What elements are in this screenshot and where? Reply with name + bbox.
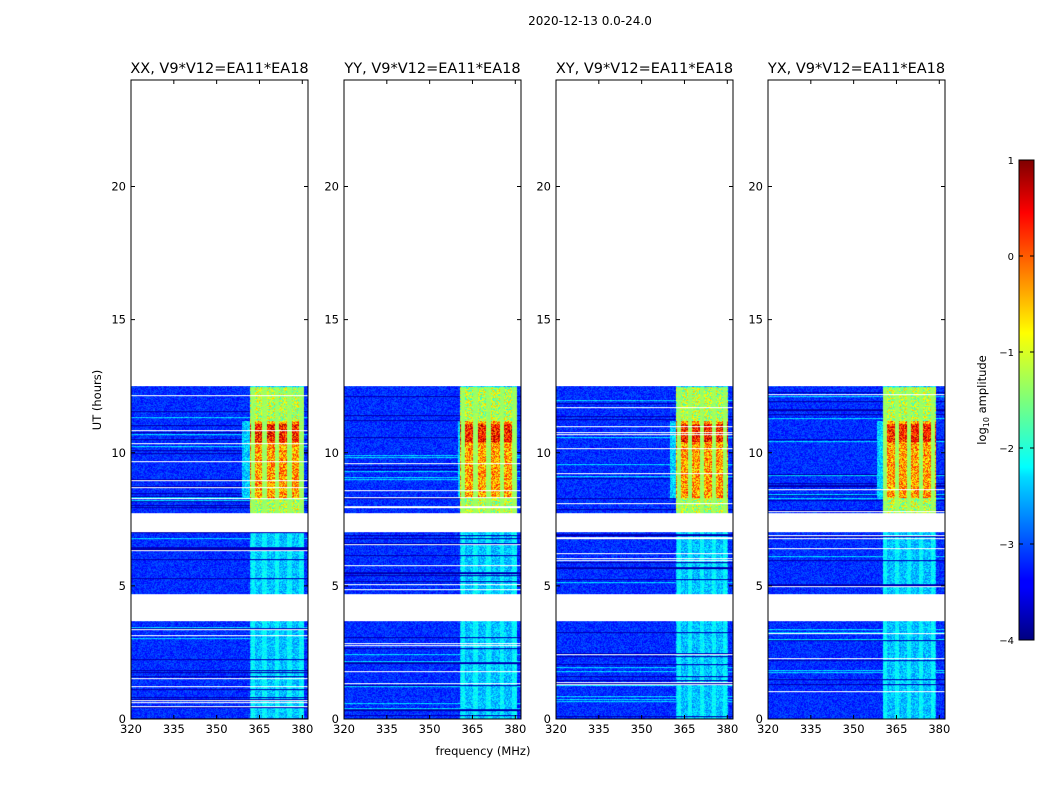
- y-tick-label: 20: [536, 180, 551, 194]
- panel-3: XY, V9*V12=EA11*EA18 320 335 350 365 380 0 5 10 1…: [536, 61, 738, 736]
- spectrogram-image-2: [344, 386, 521, 720]
- x-tick-label: 350: [419, 722, 441, 736]
- y-axis-label: UT (hours): [90, 370, 104, 430]
- y-tick-label: 20: [324, 180, 339, 194]
- panel-title: YY, V9*V12=EA11*EA18: [343, 61, 520, 77]
- colorbar-tick-label: −2: [999, 444, 1014, 455]
- y-tick-label: 10: [536, 446, 551, 460]
- panel-1: XX, V9*V12=EA11*EA18 320 335 350 365 380 0 5 10 1…: [111, 61, 313, 736]
- panel-frame: [343, 79, 522, 720]
- panel-2: YY, V9*V12=EA11*EA18 320 335 350 365 380 0 5 10 1…: [324, 61, 526, 736]
- colorbar-label-rest: amplitude: [975, 355, 989, 417]
- y-tick-label: 0: [119, 712, 126, 726]
- x-tick-label: 380: [291, 722, 313, 736]
- panel-frame: [555, 79, 734, 720]
- panel-title: YX, V9*V12=EA11*EA18: [767, 61, 945, 77]
- y-tick-label: 15: [324, 313, 339, 327]
- x-tick-label: 335: [588, 722, 610, 736]
- y-tick-label: 0: [544, 712, 551, 726]
- y-tick-label: 10: [111, 446, 126, 460]
- y-tick-label: 5: [756, 579, 763, 593]
- y-tick-label: 0: [756, 712, 763, 726]
- x-tick-label: 380: [716, 722, 738, 736]
- x-tick-label: 320: [545, 722, 567, 736]
- x-tick-label: 350: [631, 722, 653, 736]
- y-tick-label: 10: [748, 446, 763, 460]
- x-axis-label: frequency (MHz): [436, 744, 531, 758]
- figure-suptitle: 2020-12-13 0.0-24.0: [528, 14, 652, 28]
- x-tick-label: 365: [673, 722, 695, 736]
- panel-frame: [130, 79, 309, 720]
- x-tick-label: 320: [757, 722, 779, 736]
- x-tick-label: 350: [843, 722, 865, 736]
- x-tick-label: 365: [885, 722, 907, 736]
- y-tick-label: 15: [111, 313, 126, 327]
- colorbar-gradient: [1018, 159, 1035, 641]
- y-tick-label: 20: [111, 180, 126, 194]
- colorbar-label-sub: 10: [982, 417, 991, 427]
- y-tick-label: 20: [748, 180, 763, 194]
- spectrogram-image-4: [768, 386, 945, 720]
- colorbar: 10−1−2−3−4 log10 amplitude: [975, 156, 1035, 647]
- x-tick-label: 335: [163, 722, 185, 736]
- y-tick-label: 5: [332, 579, 339, 593]
- panel-title: XY, V9*V12=EA11*EA18: [556, 61, 733, 77]
- x-tick-label: 320: [120, 722, 142, 736]
- spectrogram-image-3: [556, 386, 733, 720]
- colorbar-tick-label: −4: [999, 636, 1014, 647]
- x-tick-label: 320: [333, 722, 355, 736]
- y-tick-label: 0: [332, 712, 339, 726]
- panel-4: YX, V9*V12=EA11*EA18 320 335 350 365 380 0 5 10 1…: [748, 61, 950, 736]
- colorbar-label: log10 amplitude: [975, 355, 991, 445]
- colorbar-ticks: 1 0 −1 −2 −3 −4: [999, 156, 1034, 647]
- panel-title: XX, V9*V12=EA11*EA18: [130, 61, 308, 77]
- y-tick-label: 10: [324, 446, 339, 460]
- x-tick-label: 380: [928, 722, 950, 736]
- colorbar-tick-label: −1: [999, 348, 1014, 359]
- x-tick-label: 335: [800, 722, 822, 736]
- spectrogram-image-1: [131, 386, 308, 720]
- x-tick-label: 365: [248, 722, 270, 736]
- panel-frame: [767, 79, 946, 720]
- x-tick-label: 335: [376, 722, 398, 736]
- colorbar-label-base: log: [975, 427, 989, 445]
- colorbar-tick-label: 0: [1008, 252, 1014, 263]
- y-tick-label: 5: [119, 579, 126, 593]
- x-tick-label: 365: [461, 722, 483, 736]
- y-tick-label: 15: [536, 313, 551, 327]
- panels-layer: XX, V9*V12=EA11*EA18 320 335 350 365 380 0 5 10 1…: [111, 61, 950, 736]
- x-tick-label: 380: [504, 722, 526, 736]
- y-tick-label: 5: [544, 579, 551, 593]
- colorbar-tick-label: −3: [999, 540, 1014, 551]
- y-tick-label: 15: [748, 313, 763, 327]
- colorbar-tick-label: 1: [1008, 156, 1014, 167]
- x-tick-label: 350: [206, 722, 228, 736]
